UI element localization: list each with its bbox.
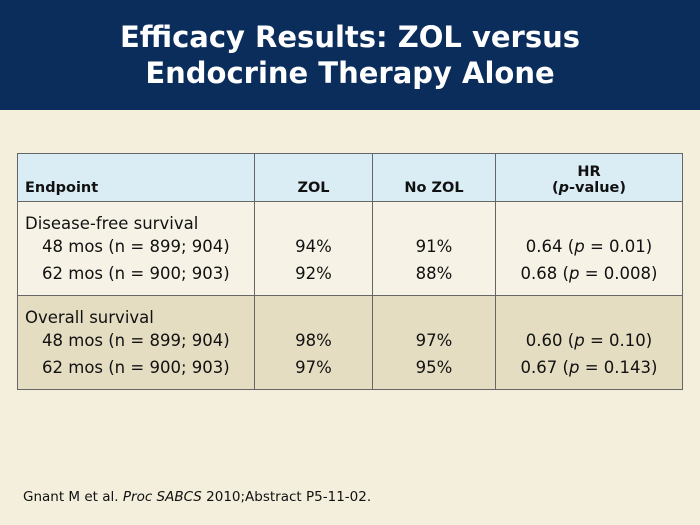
text-part: p (568, 264, 580, 283)
cell (254, 201, 373, 233)
text-part: Proc SABCS (122, 489, 202, 505)
text-part: ( (551, 180, 559, 196)
cell: Overall survival (17, 295, 255, 327)
footnote: Gnant M et al. Proc SABCS 2010;Abstract … (23, 489, 371, 505)
no-zol-cell: 95% (372, 354, 496, 390)
hr-cell: 0.60 (p = 0.10) (495, 327, 683, 354)
text-part: 0.67 ( (520, 358, 569, 377)
table-body: Endpoint ZOL No ZOL HR (p-value) Disease… (17, 153, 683, 390)
hr-cell: 0.67 (p = 0.143) (495, 354, 683, 390)
title-line: Endocrine Therapy Alone (145, 56, 555, 90)
cell (495, 295, 683, 327)
text-part: Gnant M et al. (23, 489, 123, 505)
title-band: Efficacy Results: ZOL versus Endocrine T… (0, 0, 700, 110)
cell (372, 201, 496, 233)
endpoint: 48 mos (n = 899; 904) (42, 237, 230, 256)
data-row: 62 mos (n = 900; 903) 97% 95% 0.67 (p = 0.1… (17, 354, 683, 390)
text-part: p (558, 180, 569, 196)
zol-cell: 98% (254, 327, 373, 354)
text-part: 0.64 ( (525, 237, 575, 256)
data-row: 62 mos (n = 900; 903) 92% 88% 0.68 (p = 0.0… (17, 260, 683, 296)
text-part: -value) (569, 180, 627, 196)
cell: 48 mos (n = 899; 904) (17, 327, 255, 354)
text-part: 2010;Abstract P5-11-02. (201, 489, 372, 505)
text-part: = 0.10) (584, 331, 653, 350)
text-part: p (568, 358, 580, 377)
header-row: Endpoint ZOL No ZOL HR (p-value) (17, 153, 683, 202)
header-cell: No ZOL (372, 153, 496, 202)
cell (372, 295, 496, 327)
header-text: (p-value) (496, 180, 682, 196)
hr-cell: 0.64 (p = 0.01) (495, 233, 683, 260)
endpoint: 48 mos (n = 899; 904) (42, 331, 230, 350)
cell: 62 mos (n = 900; 903) (17, 260, 255, 296)
cell: Disease-free survival (17, 201, 255, 233)
no-zol-cell: 88% (372, 260, 496, 296)
text-part: = 0.143) (579, 358, 658, 377)
endpoint: 62 mos (n = 900; 903) (42, 264, 230, 283)
data-row: 48 mos (n = 899; 904) 98% 97% 0.60 (p = 0.1… (17, 327, 683, 354)
data-row: 48 mos (n = 899; 904) 94% 91% 0.64 (p = 0.0… (17, 233, 683, 260)
cell (254, 295, 373, 327)
text-part: = 0.01) (584, 237, 653, 256)
zol-cell: 97% (254, 354, 373, 390)
header-cell: HR (p-value) (495, 153, 683, 202)
header-text: Endpoint (25, 180, 99, 196)
text-part: p (574, 237, 585, 256)
cell: 48 mos (n = 899; 904) (17, 233, 255, 260)
zol-cell: 94% (254, 233, 373, 260)
text-part: p (574, 331, 585, 350)
section-label: Overall survival (25, 308, 154, 327)
section-label: Disease-free survival (25, 214, 199, 233)
no-zol-cell: 91% (372, 233, 496, 260)
text-part: 0.60 ( (525, 331, 575, 350)
title-line: Efficacy Results: ZOL versus (119, 20, 581, 54)
results-table: Endpoint ZOL No ZOL HR (p-value) Disease… (17, 153, 683, 390)
text-part: 0.68 ( (520, 264, 569, 283)
header-cell: ZOL (254, 153, 373, 202)
header-text: HR (577, 164, 601, 180)
cell (495, 201, 683, 233)
section-row: Overall survival (17, 295, 683, 327)
text-part: = 0.008) (579, 264, 658, 283)
no-zol-cell: 97% (372, 327, 496, 354)
endpoint: 62 mos (n = 900; 903) (42, 358, 230, 377)
cell: 62 mos (n = 900; 903) (17, 354, 255, 390)
zol-cell: 92% (254, 260, 373, 296)
header-cell: Endpoint (17, 153, 255, 202)
section-row: Disease-free survival (17, 201, 683, 233)
hr-cell: 0.68 (p = 0.008) (495, 260, 683, 296)
